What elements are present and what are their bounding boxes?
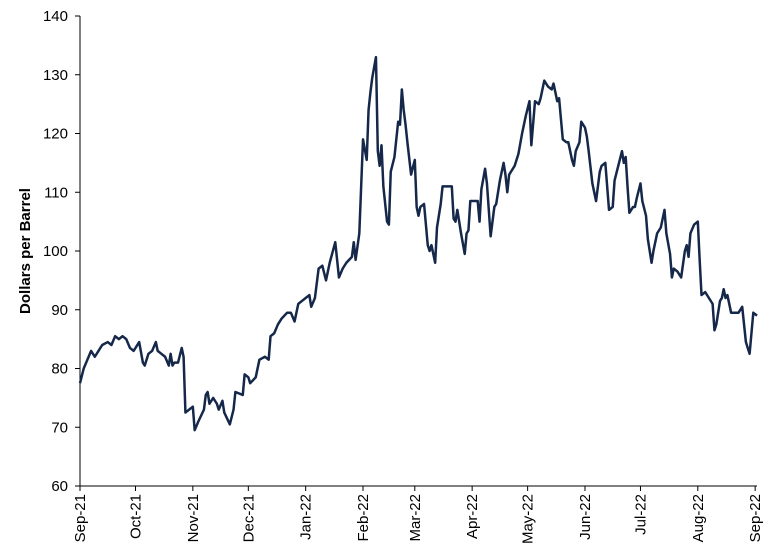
x-tick-label: Jan-22 (298, 494, 315, 540)
x-tick-label: Jun-22 (577, 494, 594, 540)
y-tick-label: 70 (51, 419, 68, 436)
y-tick-label: 130 (43, 67, 68, 84)
x-tick-label: Sep-21 (72, 494, 89, 542)
x-tick-label: Feb-22 (355, 494, 372, 542)
x-tick-label: Aug-22 (690, 494, 707, 542)
x-tick-label: Apr-22 (464, 494, 481, 539)
price-line (78, 55, 758, 432)
y-tick-label: 140 (43, 8, 68, 25)
y-tick-label: 80 (51, 361, 68, 378)
y-tick-label: 60 (51, 478, 68, 495)
y-tick-label: 120 (43, 126, 68, 143)
x-tick-label: Oct-21 (127, 494, 144, 539)
y-tick-label: 90 (51, 302, 68, 319)
y-tick-label: 110 (44, 184, 68, 201)
x-tick-label: May-22 (520, 494, 537, 544)
x-tick-label: Jul-22 (632, 494, 649, 535)
x-tick-label: Dec-21 (240, 494, 257, 542)
x-tick-label: Mar-22 (407, 494, 424, 542)
y-axis-label: Dollars per Barrel (17, 188, 34, 314)
y-tick-label: 100 (43, 243, 68, 260)
x-tick-label: Nov-21 (185, 494, 202, 542)
x-tick-label: Sep-22 (747, 494, 764, 542)
